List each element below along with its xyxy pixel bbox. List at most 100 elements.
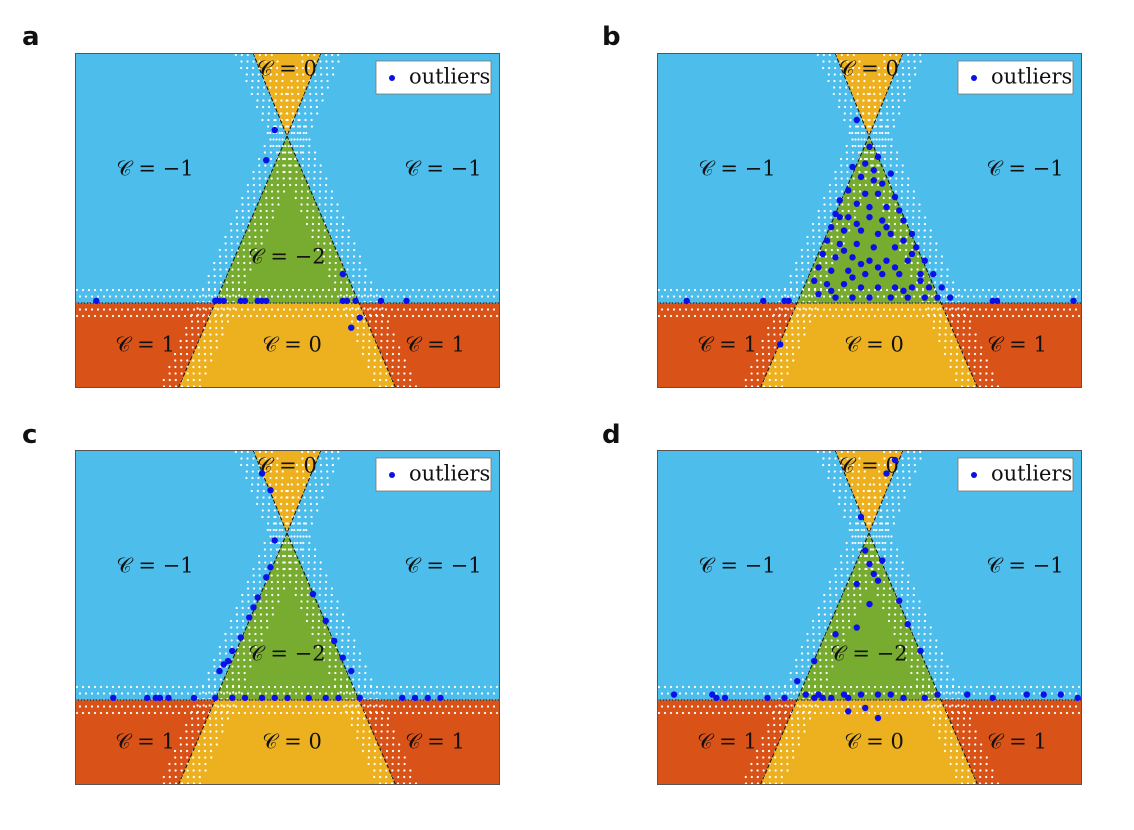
outlier-point <box>377 297 385 305</box>
outlier-point <box>866 203 873 211</box>
outlier-point <box>866 143 873 150</box>
region-label-right-upper: 𝒞 = −1 <box>404 157 481 181</box>
outlier-point <box>883 470 890 477</box>
region-yellow-lower <box>760 303 978 388</box>
outlier-point <box>828 694 835 702</box>
outlier-point <box>947 294 954 301</box>
region-label-top: 𝒞 = 0 <box>257 57 317 81</box>
outlier-point <box>870 177 877 184</box>
region-label-center: 𝒞 = −2 <box>830 642 907 666</box>
outlier-points <box>110 470 444 702</box>
outlier-point <box>815 291 822 298</box>
outlier-point <box>322 694 329 702</box>
outlier-point <box>335 694 342 702</box>
outlier-point <box>229 694 236 702</box>
outlier-point <box>845 213 852 221</box>
outlier-point <box>246 614 253 621</box>
legend: outliers <box>957 457 1074 492</box>
region-label-right-upper: 𝒞 = −1 <box>404 554 481 578</box>
region-label-left-upper: 𝒞 = −1 <box>698 157 775 181</box>
region-label-right-upper: 𝒞 = −1 <box>986 157 1063 181</box>
outlier-point <box>900 287 907 295</box>
outlier-point <box>874 264 882 271</box>
outlier-point <box>284 694 291 702</box>
outlier-point <box>267 487 274 494</box>
outlier-point <box>399 694 406 702</box>
outlier-point <box>322 617 329 625</box>
region-green <box>215 533 359 700</box>
region-label-top: 𝒞 = 0 <box>839 57 899 81</box>
outlier-point <box>879 270 886 278</box>
outlier-point <box>921 294 928 301</box>
outlier-point <box>683 297 690 305</box>
outlier-point <box>828 267 835 274</box>
outlier-point <box>237 634 244 641</box>
outlier-point <box>220 297 227 305</box>
outlier-point <box>352 297 359 305</box>
boundary-dots <box>75 450 500 785</box>
outlier-point <box>760 297 767 305</box>
phase-boundaries <box>657 450 1082 785</box>
outlier-point <box>764 694 771 702</box>
outlier-point <box>853 200 860 207</box>
region-yellow-lower <box>178 303 396 388</box>
region-label-center: 𝒞 = −2 <box>248 642 325 666</box>
outlier-point <box>870 570 877 578</box>
outlier-point <box>887 170 894 177</box>
region-yellow-lower <box>178 700 396 785</box>
outlier-point <box>836 197 843 204</box>
outlier-point <box>411 694 419 702</box>
outlier-point <box>339 270 346 278</box>
outlier-point <box>913 244 920 251</box>
outlier-point <box>874 190 882 197</box>
outlier-point <box>862 270 869 278</box>
outlier-point <box>840 247 848 254</box>
outlier-point <box>828 224 835 231</box>
outlier-point <box>305 694 312 702</box>
outlier-point <box>857 173 865 181</box>
outlier-point <box>857 260 865 268</box>
region-label-top: 𝒞 = 0 <box>257 454 317 478</box>
outlier-point <box>811 277 818 284</box>
legend-outlier-dot <box>971 472 977 478</box>
outlier-point <box>823 237 831 244</box>
outlier-point <box>156 694 164 702</box>
region-label-bottom-center: 𝒞 = 0 <box>262 333 322 357</box>
outlier-point <box>836 240 843 248</box>
region-label-bottom-center: 𝒞 = 0 <box>844 333 904 357</box>
legend-label: outliers <box>991 462 1072 486</box>
region-label-right-lower: 𝒞 = 1 <box>405 730 465 754</box>
outlier-point <box>857 691 865 698</box>
outlier-point <box>93 297 100 305</box>
outlier-point <box>917 277 924 284</box>
outlier-point <box>348 324 355 331</box>
outlier-point <box>891 456 899 464</box>
outlier-point <box>241 694 249 702</box>
outlier-point <box>879 217 886 224</box>
outlier-point <box>832 631 839 638</box>
outlier-point <box>870 244 877 251</box>
outlier-point <box>263 157 270 164</box>
outlier-point <box>794 677 801 685</box>
legend-label: outliers <box>991 65 1072 89</box>
phase-diagram-b: 𝒞 = 0 𝒞 = −1 𝒞 = −1 𝒞 = 1 𝒞 = 0 𝒞 = 1 outliers <box>657 53 1082 388</box>
outlier-point <box>934 294 941 301</box>
outlier-point <box>216 667 223 675</box>
outlier-point <box>857 513 865 521</box>
outlier-point <box>254 297 261 305</box>
outlier-point <box>828 287 835 295</box>
outlier-point <box>832 294 839 301</box>
outlier-point <box>212 694 219 702</box>
region-yellow-lower <box>760 700 978 785</box>
outlier-point <box>165 694 172 702</box>
region-label-left-upper: 𝒞 = −1 <box>698 554 775 578</box>
outlier-point <box>832 254 839 261</box>
legend: outliers <box>957 60 1074 95</box>
boundary-dots <box>75 53 500 388</box>
outlier-point <box>853 116 860 124</box>
outlier-point <box>849 294 856 301</box>
outlier-point <box>1074 694 1081 702</box>
outlier-point <box>1040 691 1047 698</box>
outlier-point <box>883 203 890 211</box>
outlier-point <box>785 297 792 305</box>
